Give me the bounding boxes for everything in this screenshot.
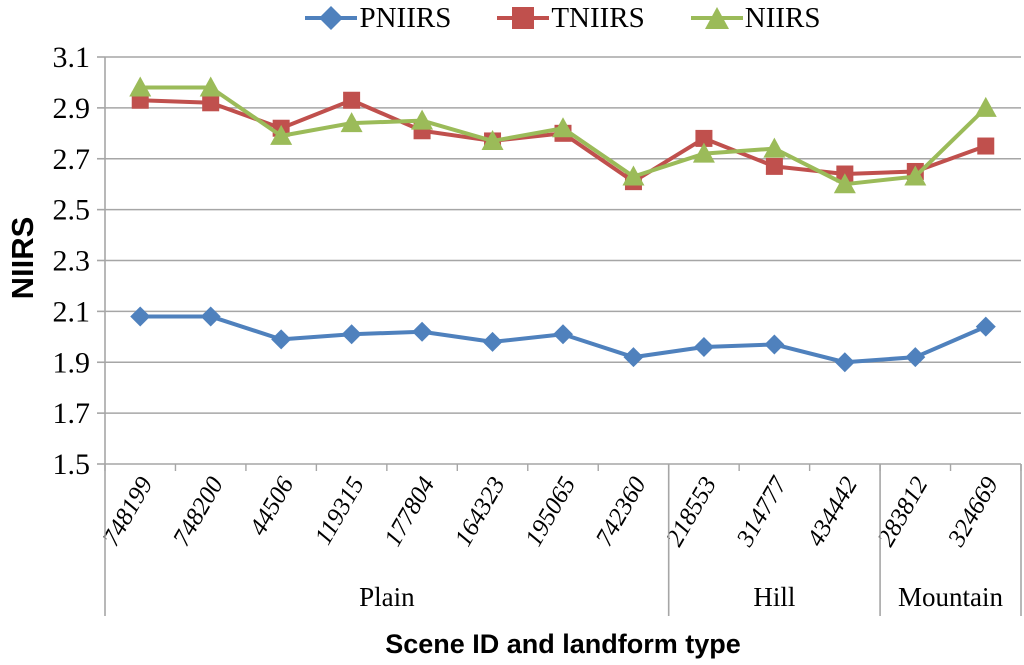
x-category-label: 748200 [168,472,229,551]
x-category-label: 314777 [731,471,793,552]
data-point-pniirs [834,352,855,373]
square-marker-icon [497,7,550,29]
data-point-pniirs [764,334,785,355]
data-point-niirs [411,109,434,130]
data-point-niirs [270,124,293,145]
y-axis-tick-label: 2.5 [53,194,91,227]
x-category-label: 164323 [450,473,511,551]
square-glyph [512,7,535,29]
chart-legend: PNIIRS TNIIRS NIIRS [105,0,1021,36]
x-category-label: 195065 [520,473,581,551]
data-point-niirs [552,117,574,138]
x-axis-title: Scene ID and landform type [385,629,741,659]
y-axis-tick-label: 2.1 [53,295,91,328]
data-point-pniirs [130,306,151,327]
y-axis-tick-label: 1.5 [53,448,91,481]
data-point-pniirs [271,329,292,350]
legend-label-niirs: NIIRS [744,1,821,34]
data-point-tniirs [343,91,361,109]
data-point-pniirs [341,324,362,345]
x-category-label: 434442 [802,473,863,551]
data-point-niirs [763,137,786,158]
x-category-label: 177804 [379,473,440,551]
data-point-pniirs [553,324,573,345]
data-point-tniirs [695,129,713,147]
diamond-glyph [319,6,344,30]
data-point-niirs [833,173,856,194]
data-point-niirs [622,165,645,186]
y-axis-tick-label: 1.7 [53,397,91,430]
x-category-label: 324669 [943,472,1005,552]
data-point-pniirs [482,331,503,352]
data-point-niirs [199,76,222,97]
data-point-pniirs [975,316,996,337]
data-point-niirs [129,76,152,97]
legend-label-tniirs: TNIIRS [551,1,645,34]
data-point-niirs [974,96,997,117]
data-point-pniirs [905,347,926,368]
landform-group-label: Plain [359,582,415,612]
triangle-glyph [704,7,729,29]
legend-item-niirs: NIIRS [690,1,821,34]
x-category-label: 742360 [591,472,652,551]
diamond-marker-icon [305,6,358,30]
data-point-tniirs [977,137,995,155]
data-point-pniirs [693,336,714,357]
legend-item-pniirs: PNIIRS [305,1,452,34]
y-axis-tick-label: 1.9 [53,346,91,379]
data-point-niirs [904,165,927,186]
y-axis-tick-label: 2.3 [53,245,91,278]
x-category-label: 119315 [310,473,370,550]
data-point-pniirs [200,306,221,327]
x-category-label: 283812 [873,473,934,551]
landform-group-label: Mountain [898,582,1003,612]
legend-item-tniirs: TNIIRS [497,1,645,34]
legend-label-pniirs: PNIIRS [359,1,452,34]
landform-group-label: Hill [753,582,795,612]
data-point-pniirs [412,321,433,342]
x-category-label: 748199 [98,472,159,551]
data-point-pniirs [623,347,644,368]
data-point-tniirs [202,94,220,112]
triangle-marker-icon [690,7,743,29]
x-category-label: 44506 [245,472,300,540]
x-category-label: 218553 [661,473,722,551]
y-axis-tick-label: 3.1 [53,41,91,74]
data-point-niirs [340,112,363,133]
data-point-niirs [692,142,715,163]
y-axis-tick-label: 2.9 [53,92,91,125]
y-axis-tick-label: 2.7 [53,143,91,176]
data-point-tniirs [765,157,783,175]
data-point-niirs [481,129,504,150]
